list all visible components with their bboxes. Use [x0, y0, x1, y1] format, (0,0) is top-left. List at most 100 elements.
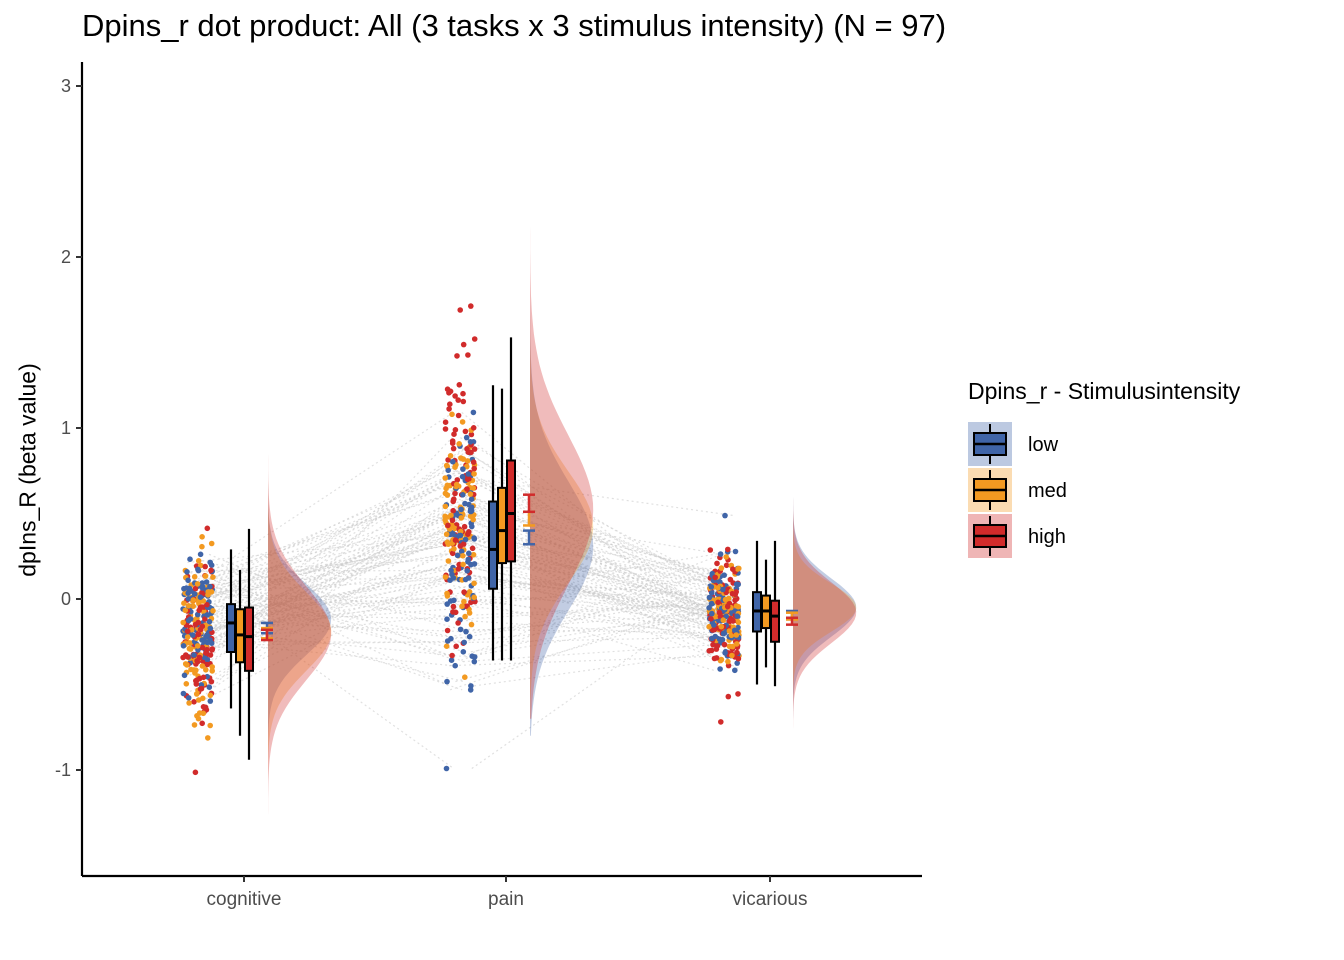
paired-line	[468, 566, 723, 616]
point-high	[180, 654, 186, 661]
point-high	[468, 303, 474, 309]
paired-line	[211, 514, 467, 661]
paired-line	[214, 511, 473, 688]
point-med	[735, 603, 742, 610]
density-layer	[268, 103, 857, 839]
point-high	[724, 603, 731, 610]
x-tick-label-cognitive: cognitive	[207, 889, 282, 910]
point-low	[195, 647, 201, 653]
point-low	[467, 439, 474, 445]
point-med	[726, 628, 733, 634]
box-low-cognitive	[226, 603, 236, 654]
point-high	[444, 627, 451, 634]
point-high	[449, 517, 456, 524]
point-high	[447, 401, 453, 408]
point-high	[721, 641, 728, 648]
point-med	[443, 531, 450, 537]
point-med	[723, 554, 729, 560]
point-med	[471, 471, 477, 477]
density-low-vicarious	[793, 479, 857, 753]
paired-line	[464, 473, 730, 588]
point-low	[462, 536, 469, 543]
paired-line	[463, 551, 728, 657]
point-high	[195, 619, 202, 626]
paired-line	[458, 476, 734, 517]
point-med	[447, 453, 454, 459]
point-med	[187, 640, 193, 646]
point-low	[460, 649, 467, 655]
paired-line	[449, 655, 725, 667]
point-med	[186, 700, 192, 706]
density-high-cognitive	[268, 385, 332, 839]
point-med	[443, 643, 450, 649]
point-med	[444, 590, 450, 597]
paired-line	[471, 516, 727, 586]
point-low	[468, 496, 475, 503]
point-high	[452, 393, 458, 399]
point-high	[450, 498, 457, 505]
point-low	[448, 567, 454, 574]
box-high-cognitive	[244, 606, 254, 672]
point-med	[195, 715, 202, 722]
paired-line	[454, 558, 730, 664]
point-high	[464, 486, 470, 492]
point-med	[733, 632, 740, 638]
point-med	[210, 608, 216, 614]
point-high	[735, 691, 741, 697]
point-low	[185, 695, 192, 701]
paired-line	[462, 538, 712, 617]
point-low	[717, 579, 723, 585]
point-high	[714, 643, 721, 649]
point-med	[467, 513, 474, 519]
paired-line	[187, 533, 467, 564]
point-high	[462, 428, 469, 435]
point-low	[708, 600, 715, 607]
point-low	[459, 473, 466, 480]
point-low	[444, 601, 451, 607]
paired-line	[476, 600, 714, 671]
point-high	[442, 419, 449, 426]
legend-label-high: high	[1028, 526, 1066, 548]
point-low	[463, 434, 470, 441]
point-high	[204, 661, 210, 668]
point-med	[184, 634, 191, 640]
paired-line	[206, 533, 470, 622]
point-high	[715, 599, 721, 606]
paired-line	[464, 598, 725, 632]
point-high	[195, 631, 202, 638]
point-med	[186, 645, 193, 652]
point-low	[466, 550, 472, 557]
point-med	[726, 595, 732, 602]
point-low	[448, 657, 455, 663]
paired-line	[208, 473, 476, 588]
point-med	[199, 663, 206, 669]
point-low	[470, 409, 477, 416]
point-med	[706, 623, 712, 630]
point-med	[209, 668, 215, 674]
point-low	[180, 690, 187, 697]
point-low	[185, 617, 192, 624]
paired-line	[185, 583, 474, 621]
point-med	[190, 597, 197, 603]
point-med	[207, 722, 213, 729]
paired-line	[190, 558, 451, 573]
point-med	[202, 573, 209, 579]
point-high	[450, 603, 457, 610]
paired-line	[201, 554, 477, 644]
point-low	[197, 551, 204, 558]
point-med	[195, 697, 202, 703]
point-low	[717, 666, 723, 672]
point-med	[452, 464, 458, 471]
point-med	[715, 585, 721, 591]
point-high	[469, 545, 476, 552]
point-high	[184, 654, 191, 660]
paired-line	[187, 441, 474, 651]
point-low	[706, 594, 713, 601]
paired-line	[191, 529, 460, 584]
paired-line	[449, 543, 735, 597]
point-high	[202, 616, 208, 622]
point-high	[452, 537, 459, 543]
point-med	[184, 662, 190, 668]
point-med	[209, 664, 215, 670]
point-high	[714, 560, 720, 567]
